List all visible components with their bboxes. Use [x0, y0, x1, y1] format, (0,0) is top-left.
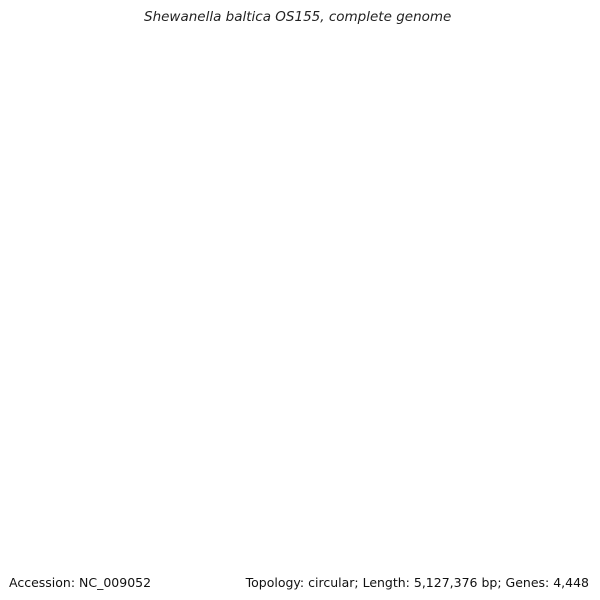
- genome-summary-text: Topology: circular; Length: 5,127,376 bp…: [245, 575, 589, 590]
- accession-text: Accession: NC_009052: [9, 575, 152, 590]
- map-title: Shewanella baltica OS155, complete genom…: [144, 9, 452, 25]
